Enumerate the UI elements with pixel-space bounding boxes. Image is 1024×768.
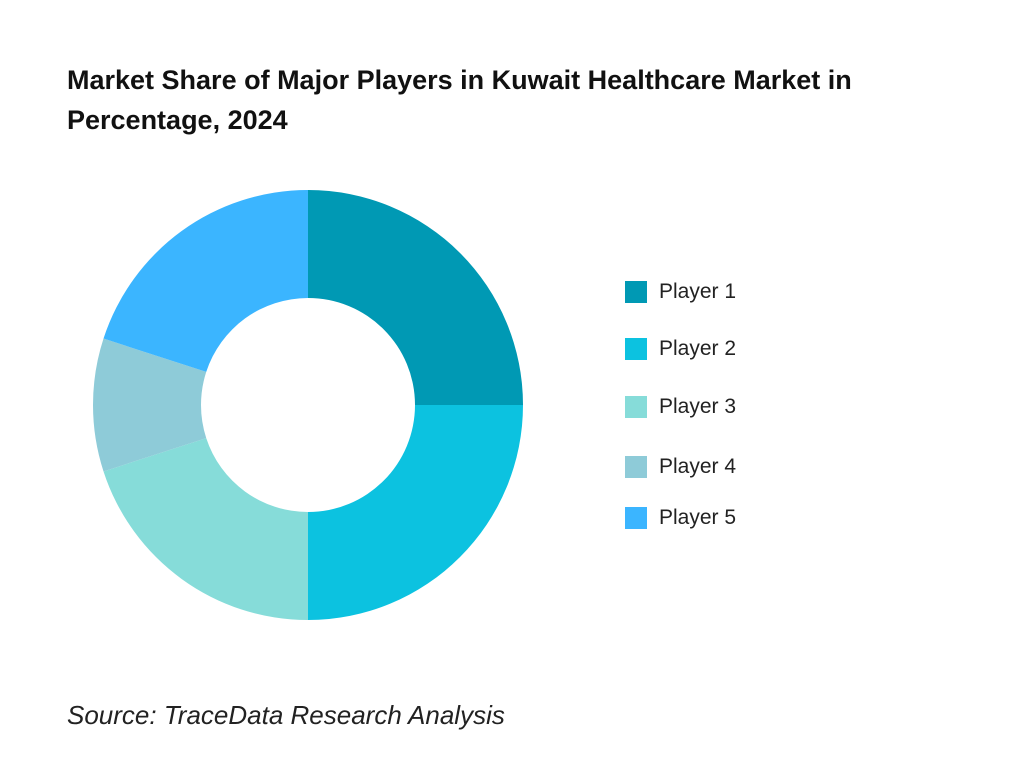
slice-player-1 [308, 190, 523, 405]
slice-player-2 [308, 405, 523, 620]
legend-swatch [625, 338, 647, 360]
legend-label: Player 2 [659, 337, 737, 360]
legend-label: Player 1 [659, 280, 737, 303]
legend-swatch [625, 507, 647, 529]
legend-item: Player 1 [625, 280, 736, 304]
legend-item: Player 4 [625, 455, 736, 479]
slice-player-4 [92, 338, 207, 472]
slice-player-5 [103, 190, 308, 372]
legend-label: Player 5 [659, 506, 737, 529]
source-note: Source: TraceData Research Analysis [67, 700, 505, 730]
legend-item: Player 5 [625, 506, 736, 530]
legend-item: Player 3 [625, 395, 736, 419]
legend-swatch [625, 396, 647, 418]
legend-swatch [625, 456, 647, 478]
legend-label: Player 4 [659, 455, 737, 478]
chart-title: Market Share of Major Players in Kuwait … [67, 65, 852, 135]
legend-item: Player 2 [625, 337, 736, 361]
slice-player-3 [103, 438, 308, 620]
legend-swatch [625, 281, 647, 303]
legend-label: Player 3 [659, 395, 737, 418]
